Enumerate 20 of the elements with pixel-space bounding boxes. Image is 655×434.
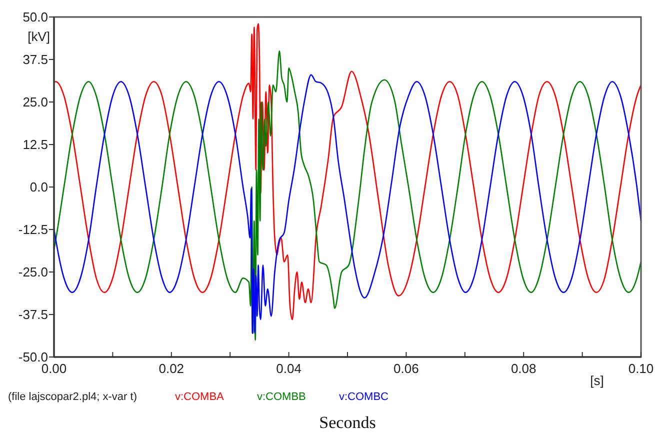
text: v:COMBC — [339, 391, 389, 403]
text: Seconds — [319, 413, 376, 432]
y-tick-label: 37.5 — [22, 52, 48, 68]
text: v:COMBA — [175, 391, 225, 403]
y-axis-title: [kV] — [28, 29, 50, 44]
y-tick-label: 0.0 — [30, 180, 48, 195]
x-tick-label: 0.10 — [628, 361, 654, 376]
x-axis-title: [s] — [590, 373, 604, 388]
y-tick-label: 12.5 — [22, 137, 48, 152]
text: (file lajscopar2.pl4; x-var t) — [8, 391, 137, 403]
text: v:COMBB — [257, 391, 306, 403]
y-tick-label: -37.5 — [18, 307, 48, 322]
x-tick-label: 0.08 — [510, 361, 536, 376]
x-tick-label: 0.04 — [276, 361, 302, 376]
y-tick-label: -12.5 — [18, 222, 48, 238]
x-tick-label: 0.02 — [158, 361, 184, 376]
y-tick-label: -25.0 — [18, 264, 48, 280]
y-tick-label: 50.0 — [22, 10, 48, 25]
y-tick-label: 25.0 — [22, 94, 48, 110]
x-tick-label: 0.06 — [394, 361, 419, 376]
